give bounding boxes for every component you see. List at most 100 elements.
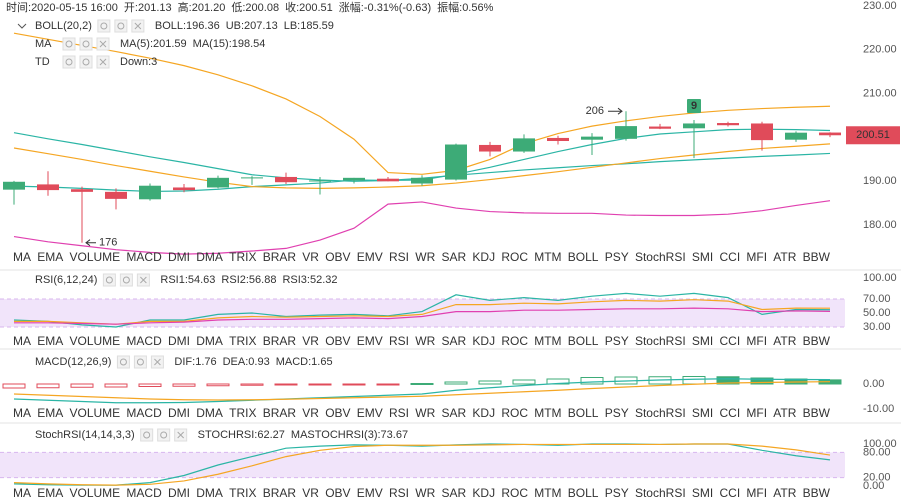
indicator-tab[interactable]: TRIX	[229, 406, 256, 420]
legend-icon[interactable]	[79, 37, 93, 51]
indicator-tab[interactable]: BRAR	[263, 406, 297, 420]
indicator-tab[interactable]: ATR	[773, 334, 796, 348]
indicator-tab[interactable]: MACD	[126, 334, 162, 348]
indicator-tab[interactable]: ROC	[501, 334, 528, 348]
indicator-tab[interactable]: ATR	[773, 406, 796, 420]
indicator-tab[interactable]: OBV	[325, 334, 350, 348]
indicator-tab[interactable]: DMI	[168, 334, 190, 348]
indicator-tab[interactable]: EMV	[357, 250, 383, 264]
indicator-tab[interactable]: RSI	[389, 486, 409, 500]
indicator-tab[interactable]: KDJ	[472, 250, 495, 264]
legend-icon[interactable]	[62, 55, 76, 69]
indicator-tab[interactable]: ATR	[773, 250, 796, 264]
indicator-tab[interactable]: BOLL	[568, 250, 599, 264]
indicator-tab[interactable]: EMA	[37, 334, 63, 348]
indicator-tab[interactable]: PSY	[605, 334, 629, 348]
indicator-tab[interactable]: WR	[415, 406, 435, 420]
indicator-tab[interactable]: BRAR	[263, 250, 297, 264]
indicator-tab[interactable]: SAR	[442, 250, 467, 264]
indicator-tab[interactable]: BBW	[803, 250, 831, 264]
indicator-tab[interactable]: SAR	[442, 334, 467, 348]
indicator-tab[interactable]: ROC	[501, 486, 528, 500]
indicator-tab[interactable]: BRAR	[263, 334, 297, 348]
indicator-tab[interactable]: MTM	[534, 486, 561, 500]
indicator-tab[interactable]: CCI	[719, 334, 740, 348]
indicator-tab[interactable]: TRIX	[229, 334, 256, 348]
legend-icon[interactable]	[97, 19, 111, 33]
indicator-tab[interactable]: KDJ	[472, 406, 495, 420]
indicator-tab[interactable]: BBW	[803, 486, 831, 500]
indicator-tab[interactable]: TRIX	[229, 250, 256, 264]
indicator-tab[interactable]: MACD	[126, 406, 162, 420]
indicator-tab[interactable]: PSY	[605, 250, 629, 264]
indicator-tab[interactable]: StochRSI	[635, 486, 686, 500]
indicator-tab[interactable]: EMA	[37, 486, 63, 500]
indicator-tab[interactable]: EMV	[357, 406, 383, 420]
indicator-tab[interactable]: MACD	[126, 486, 162, 500]
indicator-tab[interactable]: VOLUME	[69, 486, 120, 500]
indicator-tab[interactable]: RSI	[389, 334, 409, 348]
indicator-tab[interactable]: TRIX	[229, 486, 256, 500]
indicator-tab[interactable]: VR	[302, 486, 319, 500]
indicator-tab[interactable]: RSI	[389, 406, 409, 420]
indicator-tab[interactable]: PSY	[605, 406, 629, 420]
indicator-tab[interactable]: DMA	[196, 250, 223, 264]
indicator-tab[interactable]: DMI	[168, 406, 190, 420]
collapse-caret[interactable]	[17, 23, 27, 29]
indicator-tab[interactable]: MA	[13, 486, 31, 500]
indicator-tab[interactable]: WR	[415, 250, 435, 264]
indicator-tab[interactable]: OBV	[325, 486, 350, 500]
indicator-tab[interactable]: DMA	[196, 486, 223, 500]
indicator-tab[interactable]: BRAR	[263, 486, 297, 500]
indicator-tab[interactable]: MFI	[746, 250, 767, 264]
indicator-tab[interactable]: MTM	[534, 334, 561, 348]
indicator-tab[interactable]: VOLUME	[69, 334, 120, 348]
indicator-tab[interactable]: ATR	[773, 486, 796, 500]
indicator-tab[interactable]: BBW	[803, 406, 831, 420]
indicator-tab[interactable]: StochRSI	[635, 406, 686, 420]
indicator-tab[interactable]: VOLUME	[69, 406, 120, 420]
indicator-tab[interactable]: OBV	[325, 406, 350, 420]
indicator-tab[interactable]: MFI	[746, 486, 767, 500]
legend-icon[interactable]	[79, 55, 93, 69]
indicator-tab[interactable]: MACD	[126, 250, 162, 264]
indicator-tab[interactable]: VR	[302, 250, 319, 264]
legend-icon[interactable]	[102, 273, 116, 287]
indicator-tab[interactable]: CCI	[719, 406, 740, 420]
indicator-tab[interactable]: CCI	[719, 250, 740, 264]
indicator-tab[interactable]: VR	[302, 334, 319, 348]
indicator-tab[interactable]: SMI	[692, 406, 713, 420]
indicator-tab[interactable]: BOLL	[568, 406, 599, 420]
indicator-tab[interactable]: MTM	[534, 250, 561, 264]
indicator-tab[interactable]: DMA	[196, 406, 223, 420]
indicator-tab[interactable]: OBV	[325, 250, 350, 264]
indicator-tab[interactable]: WR	[415, 486, 435, 500]
indicator-tab[interactable]: DMA	[196, 334, 223, 348]
indicator-tab[interactable]: BBW	[803, 334, 831, 348]
indicator-tab[interactable]: DMI	[168, 486, 190, 500]
indicator-tab[interactable]: MA	[13, 334, 31, 348]
indicator-tab[interactable]: SMI	[692, 334, 713, 348]
indicator-tab[interactable]: SAR	[442, 486, 467, 500]
legend-icon[interactable]	[140, 428, 154, 442]
indicator-tab[interactable]: SAR	[442, 406, 467, 420]
indicator-tab[interactable]: MTM	[534, 406, 561, 420]
indicator-tab[interactable]: EMA	[37, 250, 63, 264]
indicator-tab[interactable]: SMI	[692, 486, 713, 500]
indicator-tab[interactable]: VOLUME	[69, 250, 120, 264]
indicator-tab[interactable]: KDJ	[472, 486, 495, 500]
indicator-tab[interactable]: DMI	[168, 250, 190, 264]
indicator-tab[interactable]: RSI	[389, 250, 409, 264]
legend-icon[interactable]	[119, 273, 133, 287]
indicator-tab[interactable]: WR	[415, 334, 435, 348]
indicator-tab[interactable]: EMV	[357, 334, 383, 348]
indicator-tab[interactable]: KDJ	[472, 334, 495, 348]
legend-icon[interactable]	[62, 37, 76, 51]
indicator-tab[interactable]: EMA	[37, 406, 63, 420]
legend-icon[interactable]	[133, 355, 147, 369]
indicator-tab[interactable]: PSY	[605, 486, 629, 500]
indicator-tab[interactable]: MA	[13, 250, 31, 264]
legend-icon[interactable]	[157, 428, 171, 442]
indicator-tab[interactable]: ROC	[501, 406, 528, 420]
indicator-tab[interactable]: SMI	[692, 250, 713, 264]
